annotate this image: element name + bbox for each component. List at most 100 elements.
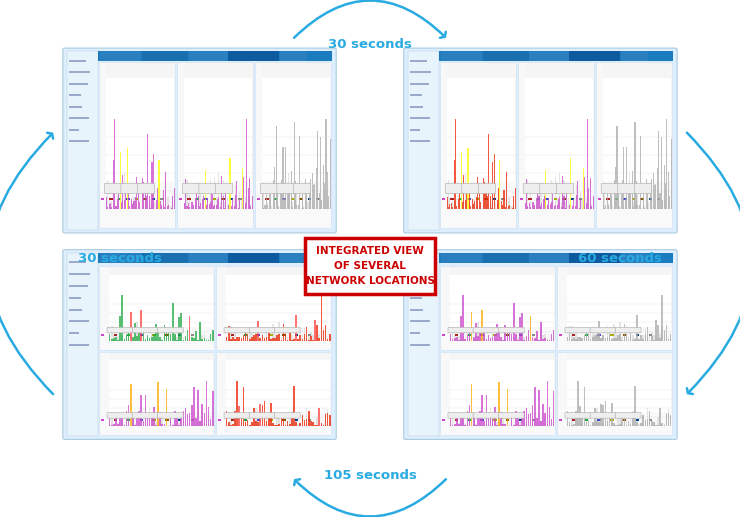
Bar <box>536 331 538 341</box>
Bar <box>178 334 181 336</box>
FancyBboxPatch shape <box>618 184 635 193</box>
Bar <box>540 326 542 341</box>
Bar <box>458 422 460 426</box>
Bar <box>246 119 247 209</box>
FancyBboxPatch shape <box>498 413 524 418</box>
Bar <box>579 198 582 200</box>
Bar <box>530 253 568 263</box>
Bar <box>526 205 527 209</box>
Bar <box>476 197 477 209</box>
Bar <box>308 419 312 421</box>
Bar <box>612 206 613 209</box>
Bar <box>576 185 577 209</box>
Bar <box>316 168 317 209</box>
Bar <box>459 193 460 209</box>
Bar <box>224 202 225 209</box>
Bar <box>291 334 293 341</box>
Bar <box>136 336 138 341</box>
Bar <box>496 338 498 341</box>
Bar <box>192 203 193 209</box>
Bar <box>545 334 546 341</box>
Bar <box>226 410 227 426</box>
Bar <box>596 181 672 227</box>
Bar <box>440 412 555 435</box>
Bar <box>537 184 538 209</box>
Bar <box>540 421 542 426</box>
Bar <box>533 203 534 209</box>
Bar <box>540 421 542 426</box>
Bar <box>263 339 266 341</box>
Bar <box>186 330 189 341</box>
Bar <box>643 200 644 209</box>
Bar <box>206 205 207 209</box>
Bar <box>159 339 161 341</box>
Bar <box>567 337 568 341</box>
Bar <box>594 423 596 426</box>
Bar <box>174 196 175 209</box>
Bar <box>525 423 527 426</box>
Bar <box>230 198 233 200</box>
Bar <box>243 177 244 209</box>
Bar <box>657 339 659 341</box>
Bar <box>257 334 260 336</box>
Bar <box>619 424 621 426</box>
Bar <box>242 168 243 209</box>
Bar <box>440 63 516 227</box>
Bar <box>297 423 299 426</box>
Bar <box>450 353 555 360</box>
Bar <box>519 333 521 341</box>
Bar <box>212 330 214 341</box>
Bar <box>636 181 637 209</box>
Bar <box>111 412 112 426</box>
Bar <box>268 425 269 426</box>
Bar <box>483 424 485 426</box>
Bar <box>542 334 544 341</box>
Bar <box>500 412 502 426</box>
Bar <box>295 195 296 209</box>
Bar <box>632 334 633 341</box>
Bar <box>303 425 306 426</box>
Bar <box>642 335 644 341</box>
Bar <box>450 267 555 275</box>
Bar <box>124 200 125 209</box>
Bar <box>274 198 278 200</box>
Bar <box>463 175 464 209</box>
Bar <box>110 208 111 209</box>
Bar <box>109 334 110 341</box>
Bar <box>302 335 303 341</box>
Bar <box>323 165 324 209</box>
Bar <box>494 406 496 426</box>
Bar <box>502 207 503 209</box>
Bar <box>191 337 192 341</box>
Bar <box>122 200 124 209</box>
Bar <box>199 326 201 341</box>
Bar <box>600 338 602 341</box>
FancyBboxPatch shape <box>445 184 462 193</box>
Bar <box>610 334 613 336</box>
Bar <box>523 420 525 426</box>
Bar <box>161 198 164 200</box>
Bar <box>235 417 236 426</box>
Bar <box>327 196 328 209</box>
Bar <box>542 403 544 426</box>
Bar <box>501 201 502 209</box>
Bar <box>569 51 620 61</box>
Bar <box>525 336 527 341</box>
Bar <box>210 338 212 341</box>
Bar <box>286 190 288 209</box>
Bar <box>605 401 606 426</box>
Bar <box>645 425 646 426</box>
Bar <box>186 206 187 209</box>
Bar <box>198 390 199 426</box>
Bar <box>498 421 500 426</box>
Bar <box>440 253 673 263</box>
Bar <box>186 180 187 209</box>
Bar <box>113 334 115 341</box>
Bar <box>651 421 653 426</box>
Bar <box>199 421 201 426</box>
Bar <box>117 340 119 341</box>
Bar <box>556 197 557 209</box>
Bar <box>109 267 214 275</box>
Bar <box>193 387 195 426</box>
Bar <box>164 325 165 341</box>
